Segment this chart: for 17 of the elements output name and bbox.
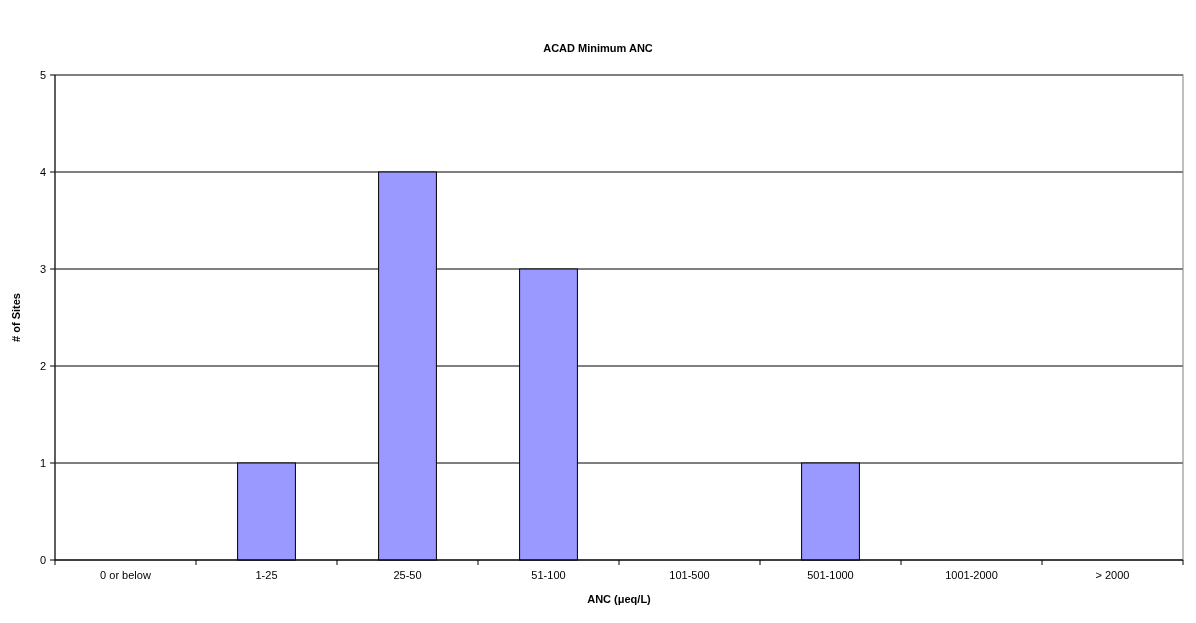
y-axis-title: # of Sites: [10, 293, 22, 342]
x-tick-label: 0 or below: [100, 569, 151, 581]
y-tick-label: 0: [39, 554, 46, 566]
y-tick-label: 5: [39, 69, 46, 81]
x-tick-label: 25-50: [393, 569, 422, 581]
x-tick-label: 51-100: [531, 569, 566, 581]
x-tick-label: 101-500: [669, 569, 710, 581]
x-tick-label: 501-1000: [807, 569, 854, 581]
chart-title: ACAD Minimum ANC: [543, 42, 653, 54]
y-tick-label: 2: [39, 360, 46, 372]
y-tick-label: 1: [39, 457, 46, 469]
x-tick-label: 1-25: [255, 569, 278, 581]
x-tick-label: 1001-2000: [945, 569, 998, 581]
x-axis-title: ANC (μeq/L): [587, 593, 652, 605]
y-tick-label: 3: [39, 263, 46, 275]
x-tick-label: > 2000: [1095, 569, 1130, 581]
y-tick-label: 4: [39, 166, 46, 178]
